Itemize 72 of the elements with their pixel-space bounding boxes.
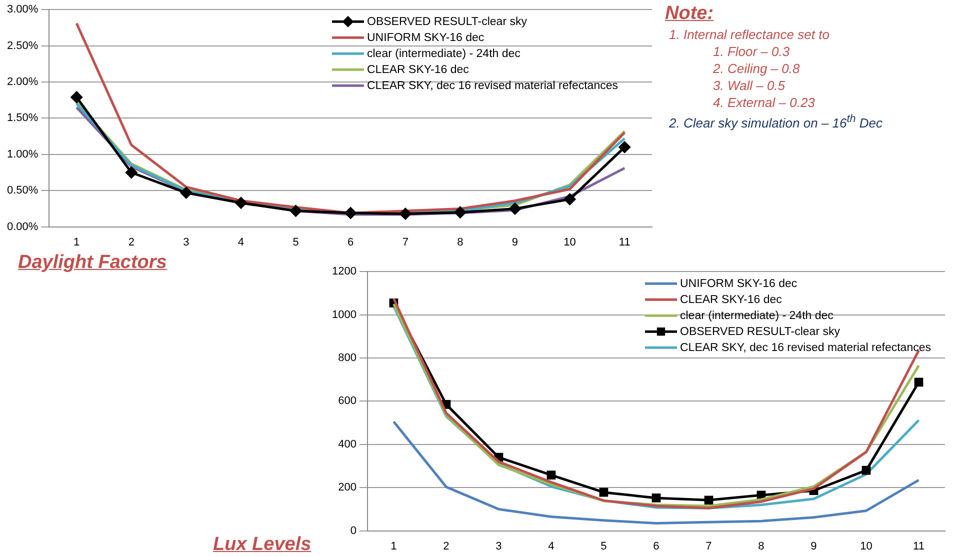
x-tick-label: 6 [653,540,660,552]
y-tick-label: 1.50% [6,112,38,124]
x-tick-label: 6 [348,236,354,248]
legend-label: CLEAR SKY-16 dec [367,64,470,76]
y-tick-label: 600 [338,395,356,408]
text: 1. Internal reflectance set to [668,26,830,43]
point [652,494,661,502]
point [546,470,556,480]
y-tick-label: 1200 [332,266,356,278]
x-tick-label: 1 [390,540,397,552]
point [564,194,576,206]
x-tick-label: 9 [512,236,518,248]
point [290,205,302,217]
point [454,206,466,218]
point [400,208,412,220]
x-tick-label: 4 [238,236,244,248]
legend-label: OBSERVED RESULT-clear sky [367,16,528,28]
y-tick-label: 1.00% [6,148,38,160]
y-tick-label: 1000 [332,308,356,321]
point [599,488,608,497]
text: 4. External – 0.23 [712,94,816,111]
x-tick-label: 2 [128,236,134,248]
point [618,141,630,153]
point [862,466,871,475]
x-tick-label: 8 [758,540,764,552]
text: 2. Clear sky simulation on – 16$^{th}$ Dec [668,112,884,132]
y-tick-label: 0 [350,524,356,537]
x-tick-label: 11 [618,236,630,248]
text: 3. Wall – 0.5 [712,77,786,94]
text: Note: [665,2,715,26]
point [704,496,714,505]
text: Lux Levels [213,534,312,556]
x-tick-label: 8 [457,236,464,248]
y-tick-label: 400 [338,438,356,450]
x-tick-label: 9 [810,540,817,552]
point [235,197,247,209]
text: Daylight Factors [18,252,167,274]
legend-label: UNIFORM SKY-16 dec [680,278,798,290]
legend-label: CLEAR SKY, dec 16 revised material refectances [367,80,618,92]
x-tick-label: 3 [496,540,502,552]
x-tick-label: 10 [860,540,872,552]
legend-label: clear (intermediate) - 24th dec [680,310,834,322]
point [126,166,138,178]
point [180,187,192,199]
y-tick-label: 2.50% [6,40,38,52]
legend-label: UNIFORM SKY-16 dec [367,32,484,44]
legend-label: OBSERVED RESULT-clear sky [680,326,840,338]
x-tick-label: 11 [913,540,924,552]
point [344,207,356,219]
y-tick-label: 0.50% [6,184,38,197]
x-tick-label: 7 [402,236,408,248]
y-tick-label: 3.00% [6,4,38,16]
text: 1. Floor – 0.3 [712,43,791,60]
point [914,378,924,387]
legend-label: clear (intermediate) - 24th dec [367,48,521,60]
y-tick-label: 800 [338,352,356,364]
y-tick-label: 200 [338,482,356,494]
x-tick-label: 1 [74,236,80,248]
text: 2. Ceiling – 0.8 [712,60,801,77]
x-tick-label: 7 [706,540,712,552]
x-tick-label: 5 [600,540,607,552]
y-tick-label: 2.00% [6,76,38,88]
x-tick-label: 5 [292,236,299,248]
legend-label: CLEAR SKY, dec 16 revised material refectances [680,342,932,354]
y-tick-label: 0.00% [6,220,38,233]
x-tick-label: 2 [443,540,450,552]
x-tick-label: 4 [548,540,554,552]
x-tick-label: 10 [564,236,576,248]
legend-label: CLEAR SKY-16 dec [680,294,782,306]
x-tick-label: 3 [183,236,190,248]
point [70,91,82,103]
point [509,202,521,214]
